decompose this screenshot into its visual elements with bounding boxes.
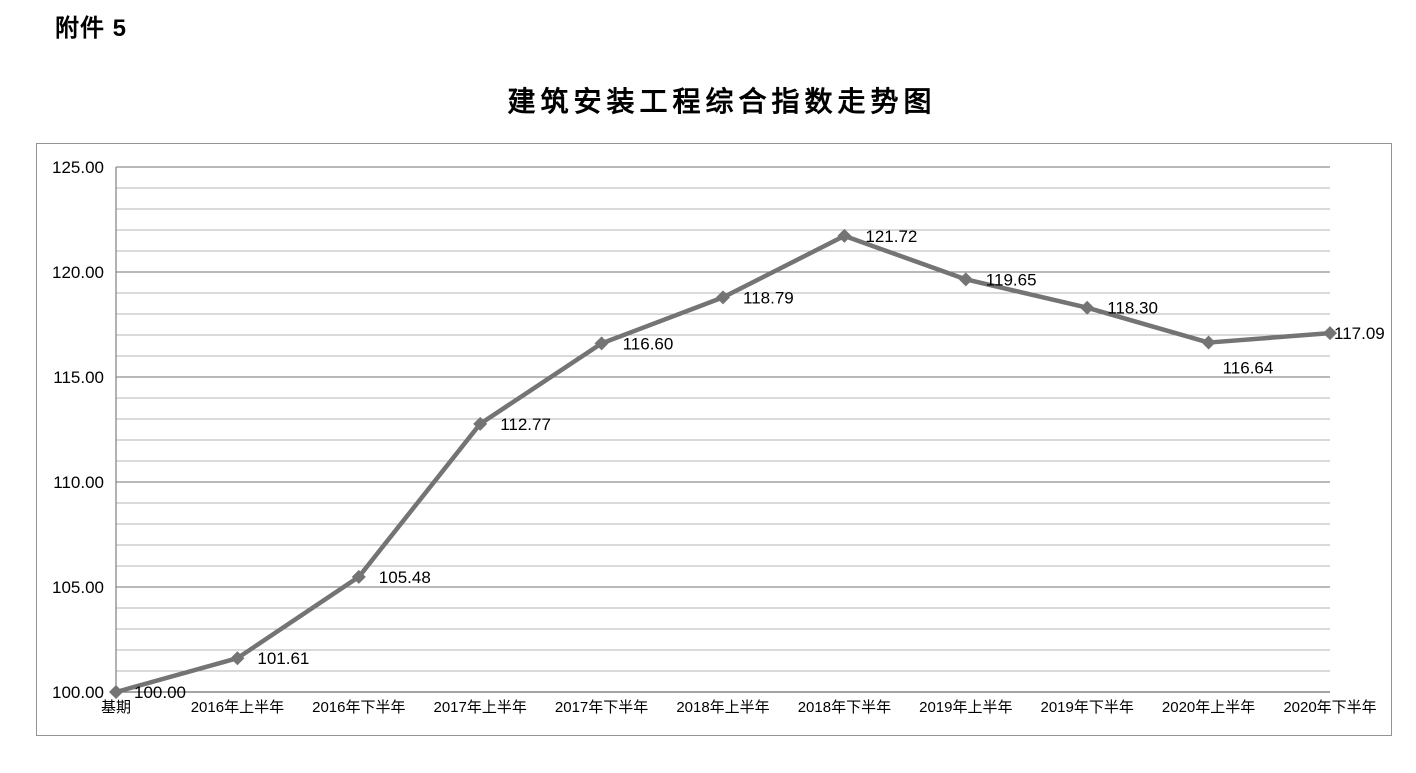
y-tick-label: 100.00: [52, 683, 104, 702]
data-point-label: 101.61: [257, 649, 309, 668]
data-point-marker: [473, 416, 488, 431]
y-tick-label: 110.00: [53, 473, 104, 492]
x-category-label: 2019年下半年: [1041, 699, 1134, 716]
x-category-label: 2020年上半年: [1162, 699, 1255, 716]
x-category-label: 2020年下半年: [1283, 699, 1376, 716]
attachment-label: 附件 5: [55, 15, 128, 42]
data-point-label: 105.48: [379, 568, 431, 587]
data-point-label: 100.00: [134, 683, 186, 702]
y-tick-label: 105.00: [52, 578, 104, 597]
x-category-label: 2017年上半年: [434, 699, 527, 716]
data-point-label: 116.64: [1223, 359, 1274, 378]
data-point-marker: [351, 569, 366, 584]
data-point-marker: [594, 336, 609, 351]
x-category-label: 2018年下半年: [798, 699, 891, 716]
chart-title: 建筑安装工程综合指数走势图: [507, 87, 937, 118]
data-point-label: 118.30: [1107, 299, 1158, 318]
data-point-marker: [837, 228, 852, 243]
x-category-label: 2017年下半年: [555, 699, 648, 716]
data-point-marker: [1201, 335, 1216, 350]
line-chart: 100.00 105.00 110.00 115.00 120.00 125.00 基期 20…: [52, 158, 1385, 716]
data-point-marker: [1080, 300, 1095, 315]
y-tick-label: 120.00: [52, 263, 104, 282]
x-category-label: 2018年上半年: [676, 699, 769, 716]
y-tick-label: 125.00: [52, 158, 104, 177]
data-point-label: 118.79: [743, 288, 794, 307]
x-category-label: 2016年上半年: [191, 699, 284, 716]
data-point-label: 116.60: [623, 334, 674, 353]
x-category-label: 2016年下半年: [312, 699, 405, 716]
data-point-marker: [958, 272, 973, 287]
data-point-marker: [230, 651, 245, 666]
chart-container: 100.00 105.00 110.00 115.00 120.00 125.00 基期 20…: [36, 143, 1392, 736]
data-point-marker: [1323, 326, 1337, 341]
y-tick-label: 115.00: [53, 368, 104, 387]
data-point-marker: [109, 685, 123, 699]
data-point-label: 117.09: [1334, 324, 1385, 343]
data-point-label: 121.72: [865, 227, 917, 246]
x-category-label: 2019年上半年: [919, 699, 1012, 716]
x-category-label: 基期: [101, 699, 131, 716]
data-point-marker: [716, 290, 730, 305]
data-point-label: 119.65: [986, 270, 1037, 289]
data-point-label: 112.77: [500, 415, 551, 434]
